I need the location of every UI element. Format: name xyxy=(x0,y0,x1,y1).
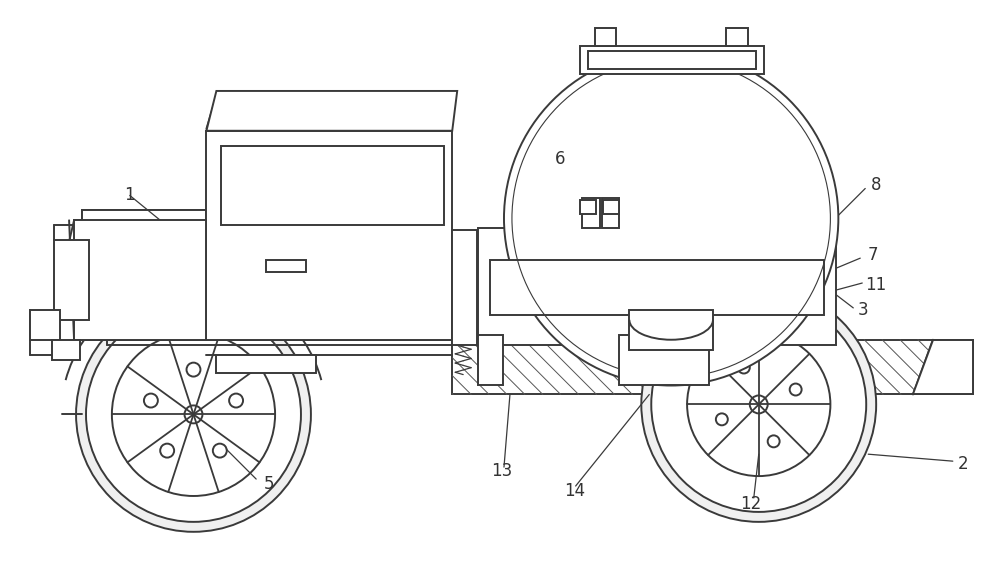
Bar xyxy=(52,340,80,359)
Circle shape xyxy=(504,51,838,385)
Text: 6: 6 xyxy=(554,150,565,168)
Circle shape xyxy=(160,444,174,458)
Bar xyxy=(221,145,444,225)
Text: 10: 10 xyxy=(681,54,702,72)
Text: 14: 14 xyxy=(564,482,585,500)
Circle shape xyxy=(187,363,200,377)
Circle shape xyxy=(790,384,802,396)
Polygon shape xyxy=(913,340,973,394)
Circle shape xyxy=(86,307,301,522)
Circle shape xyxy=(76,297,311,532)
Circle shape xyxy=(185,405,202,423)
Bar xyxy=(490,260,824,315)
Bar xyxy=(619,335,709,385)
Bar xyxy=(216,355,316,373)
Text: 8: 8 xyxy=(871,177,881,194)
Circle shape xyxy=(768,435,780,447)
Bar xyxy=(452,230,477,345)
Circle shape xyxy=(112,333,275,496)
Polygon shape xyxy=(206,91,457,131)
Circle shape xyxy=(229,393,243,408)
Bar xyxy=(580,201,596,214)
Circle shape xyxy=(213,444,227,458)
Circle shape xyxy=(651,297,866,512)
Text: 9: 9 xyxy=(606,60,617,78)
Bar xyxy=(726,28,748,46)
Circle shape xyxy=(716,413,728,426)
Bar xyxy=(602,198,619,228)
Bar xyxy=(266,260,306,272)
Polygon shape xyxy=(82,210,206,340)
Text: 2: 2 xyxy=(957,455,968,473)
Bar xyxy=(595,28,616,46)
Text: 11: 11 xyxy=(866,276,887,294)
Text: 7: 7 xyxy=(868,246,878,264)
Circle shape xyxy=(738,362,750,374)
Circle shape xyxy=(144,393,158,408)
Bar xyxy=(206,131,452,340)
Circle shape xyxy=(750,396,768,413)
Bar xyxy=(582,198,600,228)
Circle shape xyxy=(687,333,830,476)
Bar xyxy=(580,46,764,74)
Text: 4: 4 xyxy=(415,167,426,185)
Text: 12: 12 xyxy=(740,495,761,513)
Text: 5: 5 xyxy=(264,475,274,493)
Bar xyxy=(452,340,973,394)
Polygon shape xyxy=(30,310,60,340)
Text: 1: 1 xyxy=(124,186,135,205)
Bar xyxy=(603,201,619,214)
Bar xyxy=(478,228,836,345)
Bar xyxy=(54,240,89,320)
Bar xyxy=(478,335,503,385)
Polygon shape xyxy=(74,220,206,340)
Bar xyxy=(629,310,713,350)
Text: 3: 3 xyxy=(858,301,869,319)
Bar xyxy=(588,51,756,69)
Text: 13: 13 xyxy=(491,462,513,480)
Circle shape xyxy=(641,287,876,522)
